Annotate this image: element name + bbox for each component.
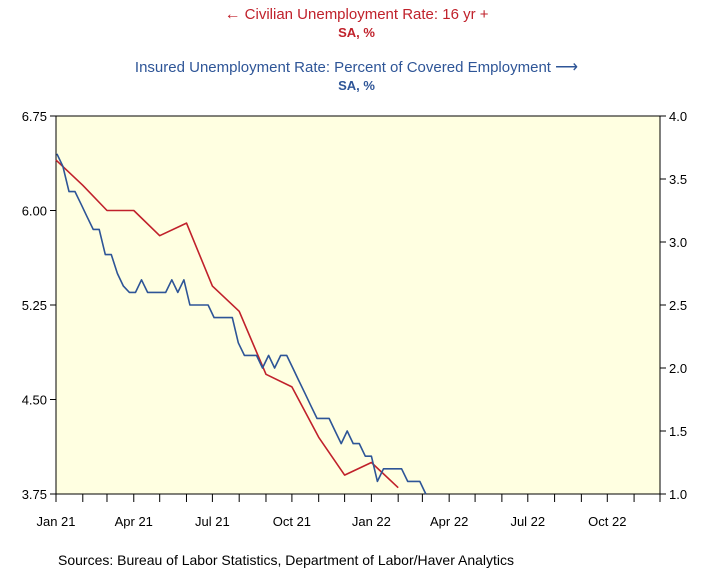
plot-area [55,115,661,495]
legend-insured-label: Insured Unemployment Rate: Percent of Co… [134,59,551,76]
x-tick-label: Jan 22 [352,514,391,529]
legend-insured-unit: SA, % [338,78,375,93]
right-tick-label: 3.0 [669,235,687,250]
right-tick-label: 1.5 [669,424,687,439]
x-tick-label: Oct 21 [273,514,311,529]
right-arrow-icon: ⟶ [555,59,579,76]
insured-unemployment-line [56,153,427,495]
left-arrow-icon: ← [224,6,241,23]
civilian-unemployment-line [55,159,399,489]
legend-civilian-label: Civilian Unemployment Rate: 16 yr + [244,6,489,23]
right-tick-label: 1.0 [669,487,687,502]
x-tick-label: Jul 22 [510,514,545,529]
right-tick-label: 2.0 [669,361,687,376]
right-tick-label: 4.0 [669,109,687,124]
x-tick-label: Jan 21 [36,514,75,529]
x-tick-label: Apr 22 [430,514,468,529]
right-tick-label: 2.5 [669,298,687,313]
left-tick-label: 4.50 [22,393,47,408]
x-tick-label: Jul 21 [195,514,230,529]
left-tick-label: 5.25 [22,298,47,313]
left-tick-label: 6.75 [22,109,47,124]
x-tick-label: Apr 21 [115,514,153,529]
legend-civilian-unemployment: ← Civilian Unemployment Rate: 16 yr + SA… [0,6,713,40]
legend-insured-unemployment: Insured Unemployment Rate: Percent of Co… [0,57,713,93]
right-tick-label: 3.5 [669,172,687,187]
sources-note: Sources: Bureau of Labor Statistics, Dep… [58,552,515,568]
legend-civilian-unit: SA, % [338,25,375,40]
left-tick-label: 6.00 [22,204,47,219]
x-tick-label: Oct 22 [588,514,626,529]
left-tick-label: 3.75 [22,487,47,502]
